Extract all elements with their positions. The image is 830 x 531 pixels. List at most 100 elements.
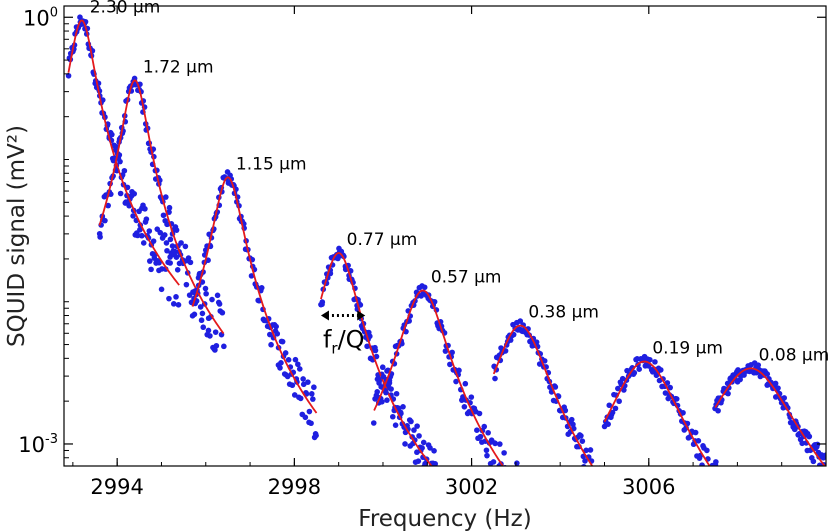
series-7 [601,353,763,527]
data-point [415,458,422,464]
data-point [521,494,527,500]
data-point [130,213,136,219]
data-point [411,427,417,433]
data-point [121,167,128,174]
data-point [625,520,631,526]
data-point [750,505,756,511]
data-point [584,467,590,473]
peak-label: 0.57 µm [431,267,502,287]
data-point [509,476,515,482]
series-3 [189,169,319,441]
data-point [140,240,147,246]
peak-label: 1.72 µm [143,57,214,77]
peak-label: 0.38 µm [528,303,599,323]
data-point [379,364,386,371]
data-point [741,519,747,525]
data-point [781,395,788,401]
data-point [595,476,601,482]
data-point [695,438,702,444]
data-point [612,405,619,412]
data-point [374,389,381,395]
data-point [757,512,763,518]
data-point [414,423,420,429]
data-point [109,131,115,138]
data-point [402,441,408,447]
data-point [508,486,514,492]
data-point [431,448,437,454]
data-point [282,350,289,356]
series-4 [318,245,439,487]
data-point [605,421,611,427]
data-point [137,226,143,233]
data-point [717,472,723,478]
data-point [424,481,430,487]
data-point [713,459,719,465]
data-point [138,232,145,239]
data-point [819,470,825,476]
data-point [442,348,449,354]
data-point [164,247,170,254]
data-point [626,517,632,523]
data-point [822,466,828,472]
data-point [102,217,108,224]
data-point [775,385,781,391]
fit-line [603,360,711,466]
data-point [568,416,575,423]
data-point [517,318,524,324]
data-point [715,489,721,495]
data-point [267,331,273,338]
data-point [499,481,505,487]
data-point [295,361,301,368]
data-point [605,498,611,504]
data-point [716,489,722,495]
data-point [608,496,614,502]
data-point [515,468,521,474]
data-point [583,447,589,454]
data-point [134,232,141,239]
data-point [621,520,627,526]
fit-line [320,252,433,466]
data-point [751,521,757,527]
plot-area: 2.30 µm 1.72 µm 1.15 µm 0.77 µm 0.57 µm 0.38 … [65,0,829,527]
data-point [703,469,709,475]
data-point [305,379,311,385]
data-point [212,347,218,353]
data-point [582,458,588,464]
data-point [183,281,190,288]
data-point [600,484,606,490]
data-point [519,468,525,474]
data-point [755,517,761,523]
data-point [214,292,221,299]
data-point [380,373,387,380]
data-point [97,234,103,240]
data-point [609,409,616,416]
data-point [753,505,759,511]
data-point [657,367,664,373]
y-tick-label: 10-3 [18,432,58,457]
data-point [302,414,309,421]
data-point [167,260,173,266]
data-point [606,402,613,409]
data-point [474,427,480,434]
data-point [131,75,138,82]
data-point [146,228,153,234]
data-point [163,194,169,200]
x-tick-label: 3006 [622,475,675,499]
data-point [615,488,621,494]
data-point [422,460,428,466]
data-point [604,498,610,504]
data-point [449,349,455,356]
data-point [182,243,189,250]
data-point [692,429,699,436]
data-point [420,439,427,446]
data-point [622,511,628,517]
data-point [541,358,548,364]
axes: 2994 2998 3002 3006 100 10-3 Frequency (Hz) SQU… [4,5,827,531]
data-point [596,483,602,489]
data-point [468,394,475,400]
data-point [744,504,750,510]
data-point [481,423,488,430]
data-point [726,491,732,497]
data-point [431,470,437,476]
